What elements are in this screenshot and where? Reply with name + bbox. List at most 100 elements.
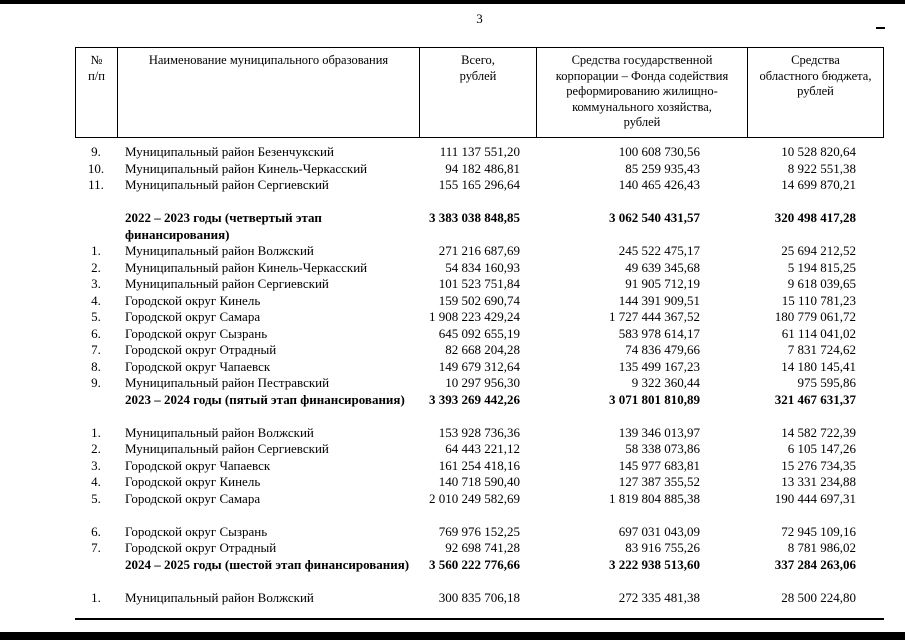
page-number: 3 xyxy=(476,11,483,26)
table-bottom-rule xyxy=(75,618,884,620)
fund-amount: 85 259 935,43 xyxy=(625,160,700,176)
row-number: 5. xyxy=(91,309,101,324)
municipality-name: 2024 – 2025 годы (шестой этап финансиров… xyxy=(125,556,410,572)
table-row: 4. Городской округ Кинель 140 718 590,40… xyxy=(75,474,884,491)
header-row-number: № п/п xyxy=(88,53,105,83)
fund-amount: 135 499 167,23 xyxy=(618,358,700,374)
row-number: 6. xyxy=(91,325,101,341)
budget-amount: 14 582 722,39 xyxy=(781,424,856,440)
budget-amount: 7 831 724,62 xyxy=(787,342,856,357)
scan-artifact-top-bar xyxy=(0,0,905,4)
row-number: 3. xyxy=(91,276,101,291)
row-number: 9. xyxy=(91,375,101,390)
subtotal-row: 2024 – 2025 годы (шестой этап финансиров… xyxy=(75,557,884,574)
municipality-name: Муниципальный район Волжский xyxy=(125,589,314,605)
budget-amount: 28 500 224,80 xyxy=(781,589,856,605)
budget-amount: 321 467 631,37 xyxy=(774,391,856,407)
header-fund-corporation: Средства государственной корпорации – Фо… xyxy=(536,48,747,137)
budget-amount: 10 528 820,64 xyxy=(781,144,856,159)
subtotal-row: 2022 – 2023 годы (четвертый этап финанси… xyxy=(75,210,884,243)
table-row: 1. Муниципальный район Волжский 153 928 … xyxy=(75,425,884,442)
fund-amount: 583 978 614,17 xyxy=(618,325,700,341)
municipality-name: Муниципальный район Пестравский xyxy=(125,375,330,390)
total-amount: 149 679 312,64 xyxy=(438,358,520,374)
fund-amount: 49 639 345,68 xyxy=(625,259,700,275)
table-row: 4. Городской округ Кинель 159 502 690,74… xyxy=(75,293,884,310)
scan-artifact-corner-tick xyxy=(876,27,885,29)
blank-row xyxy=(75,573,884,590)
total-amount: 159 502 690,74 xyxy=(438,292,520,308)
total-amount: 161 254 418,16 xyxy=(438,457,520,473)
municipality-name: Городской округ Кинель xyxy=(125,292,261,308)
fund-amount: 144 391 909,51 xyxy=(618,292,700,308)
total-amount: 153 928 736,36 xyxy=(438,424,520,440)
municipality-name: Городской округ Отрадный xyxy=(125,540,277,555)
table-row: 7. Городской округ Отрадный 82 668 204,2… xyxy=(75,342,884,359)
table-row: 6. Городской округ Сызрань 645 092 655,1… xyxy=(75,326,884,343)
row-number: 1. xyxy=(91,424,101,440)
row-number: 2. xyxy=(91,441,101,456)
total-amount: 3 383 038 848,85 xyxy=(429,210,520,225)
table-row: 6. Городской округ Сызрань 769 976 152,2… xyxy=(75,524,884,541)
budget-amount: 9 618 039,65 xyxy=(787,276,856,291)
fund-amount: 245 522 475,17 xyxy=(618,243,700,258)
budget-amount: 337 284 263,06 xyxy=(774,556,856,572)
municipality-name: Муниципальный район Кинель-Черкасский xyxy=(125,160,368,176)
fund-amount: 83 916 755,26 xyxy=(625,540,700,555)
fund-amount: 697 031 043,09 xyxy=(618,523,700,539)
municipality-name: Муниципальный район Сергиевский xyxy=(125,276,329,291)
table-row: 10. Муниципальный район Кинель-Черкасски… xyxy=(75,161,884,178)
blank-row xyxy=(75,507,884,524)
budget-amount: 25 694 212,52 xyxy=(781,243,856,258)
row-number: 7. xyxy=(91,540,101,555)
table-row: 2. Муниципальный район Кинель-Черкасский… xyxy=(75,260,884,277)
budget-amount: 8 922 551,38 xyxy=(787,160,856,176)
total-amount: 92 698 741,28 xyxy=(445,540,520,555)
blank-row xyxy=(75,194,884,211)
table-row: 8. Городской округ Чапаевск 149 679 312,… xyxy=(75,359,884,376)
fund-amount: 100 608 730,56 xyxy=(618,144,700,159)
table-row: 9. Муниципальный район Пестравский 10 29… xyxy=(75,375,884,392)
row-number: 10. xyxy=(87,160,105,176)
blank-row xyxy=(75,408,884,425)
row-number: 5. xyxy=(91,490,101,506)
budget-amount: 5 194 815,25 xyxy=(787,259,856,275)
total-amount: 1 908 223 429,24 xyxy=(429,309,520,324)
budget-amount: 14 180 145,41 xyxy=(781,358,856,374)
fund-amount: 74 836 479,66 xyxy=(625,342,700,357)
municipality-name: Городской округ Самара xyxy=(125,309,261,324)
row-number xyxy=(75,210,117,243)
table-row: 11. Муниципальный район Сергиевский 155 … xyxy=(75,177,884,194)
total-amount: 769 976 152,25 xyxy=(438,523,520,539)
fund-amount: 145 977 683,81 xyxy=(618,457,700,473)
total-amount: 111 137 551,20 xyxy=(439,144,520,159)
subtotal-row: 2023 – 2024 годы (пятый этап финансирова… xyxy=(75,392,884,409)
fund-amount: 91 905 712,19 xyxy=(625,276,700,291)
municipality-name: Городской округ Чапаевск xyxy=(125,457,271,473)
fund-amount: 3 071 801 810,89 xyxy=(609,391,700,407)
fund-amount: 3 222 938 513,60 xyxy=(609,556,700,572)
total-amount: 155 165 296,64 xyxy=(438,177,520,192)
row-number: 9. xyxy=(91,144,101,159)
table-row: 3. Городской округ Чапаевск 161 254 418,… xyxy=(75,458,884,475)
total-amount: 94 182 486,81 xyxy=(445,160,520,176)
total-amount: 271 216 687,69 xyxy=(438,243,520,258)
row-number: 4. xyxy=(91,292,101,308)
fund-amount: 3 062 540 431,57 xyxy=(609,210,700,225)
total-amount: 300 835 706,18 xyxy=(438,589,520,605)
municipality-name: Муниципальный район Безенчукский xyxy=(125,144,334,159)
fund-amount: 1 819 804 885,38 xyxy=(609,490,700,506)
header-regional-budget: Средства областного бюджета, рублей xyxy=(747,48,883,137)
table-row: 5. Городской округ Самара 2 010 249 582,… xyxy=(75,491,884,508)
row-number: 11. xyxy=(88,177,104,192)
funding-table: № п/п Наименование муниципального образо… xyxy=(75,47,884,620)
total-amount: 3 393 269 442,26 xyxy=(429,391,520,407)
budget-amount: 13 331 234,88 xyxy=(781,474,856,489)
budget-amount: 8 781 986,02 xyxy=(787,540,856,555)
municipality-name: Городской округ Чапаевск xyxy=(125,358,271,374)
total-amount: 10 297 956,30 xyxy=(445,375,520,390)
budget-amount: 15 110 781,23 xyxy=(781,292,856,308)
table-row: 7. Городской округ Отрадный 92 698 741,2… xyxy=(75,540,884,557)
total-amount: 2 010 249 582,69 xyxy=(429,490,520,506)
row-number: 2. xyxy=(91,259,101,275)
